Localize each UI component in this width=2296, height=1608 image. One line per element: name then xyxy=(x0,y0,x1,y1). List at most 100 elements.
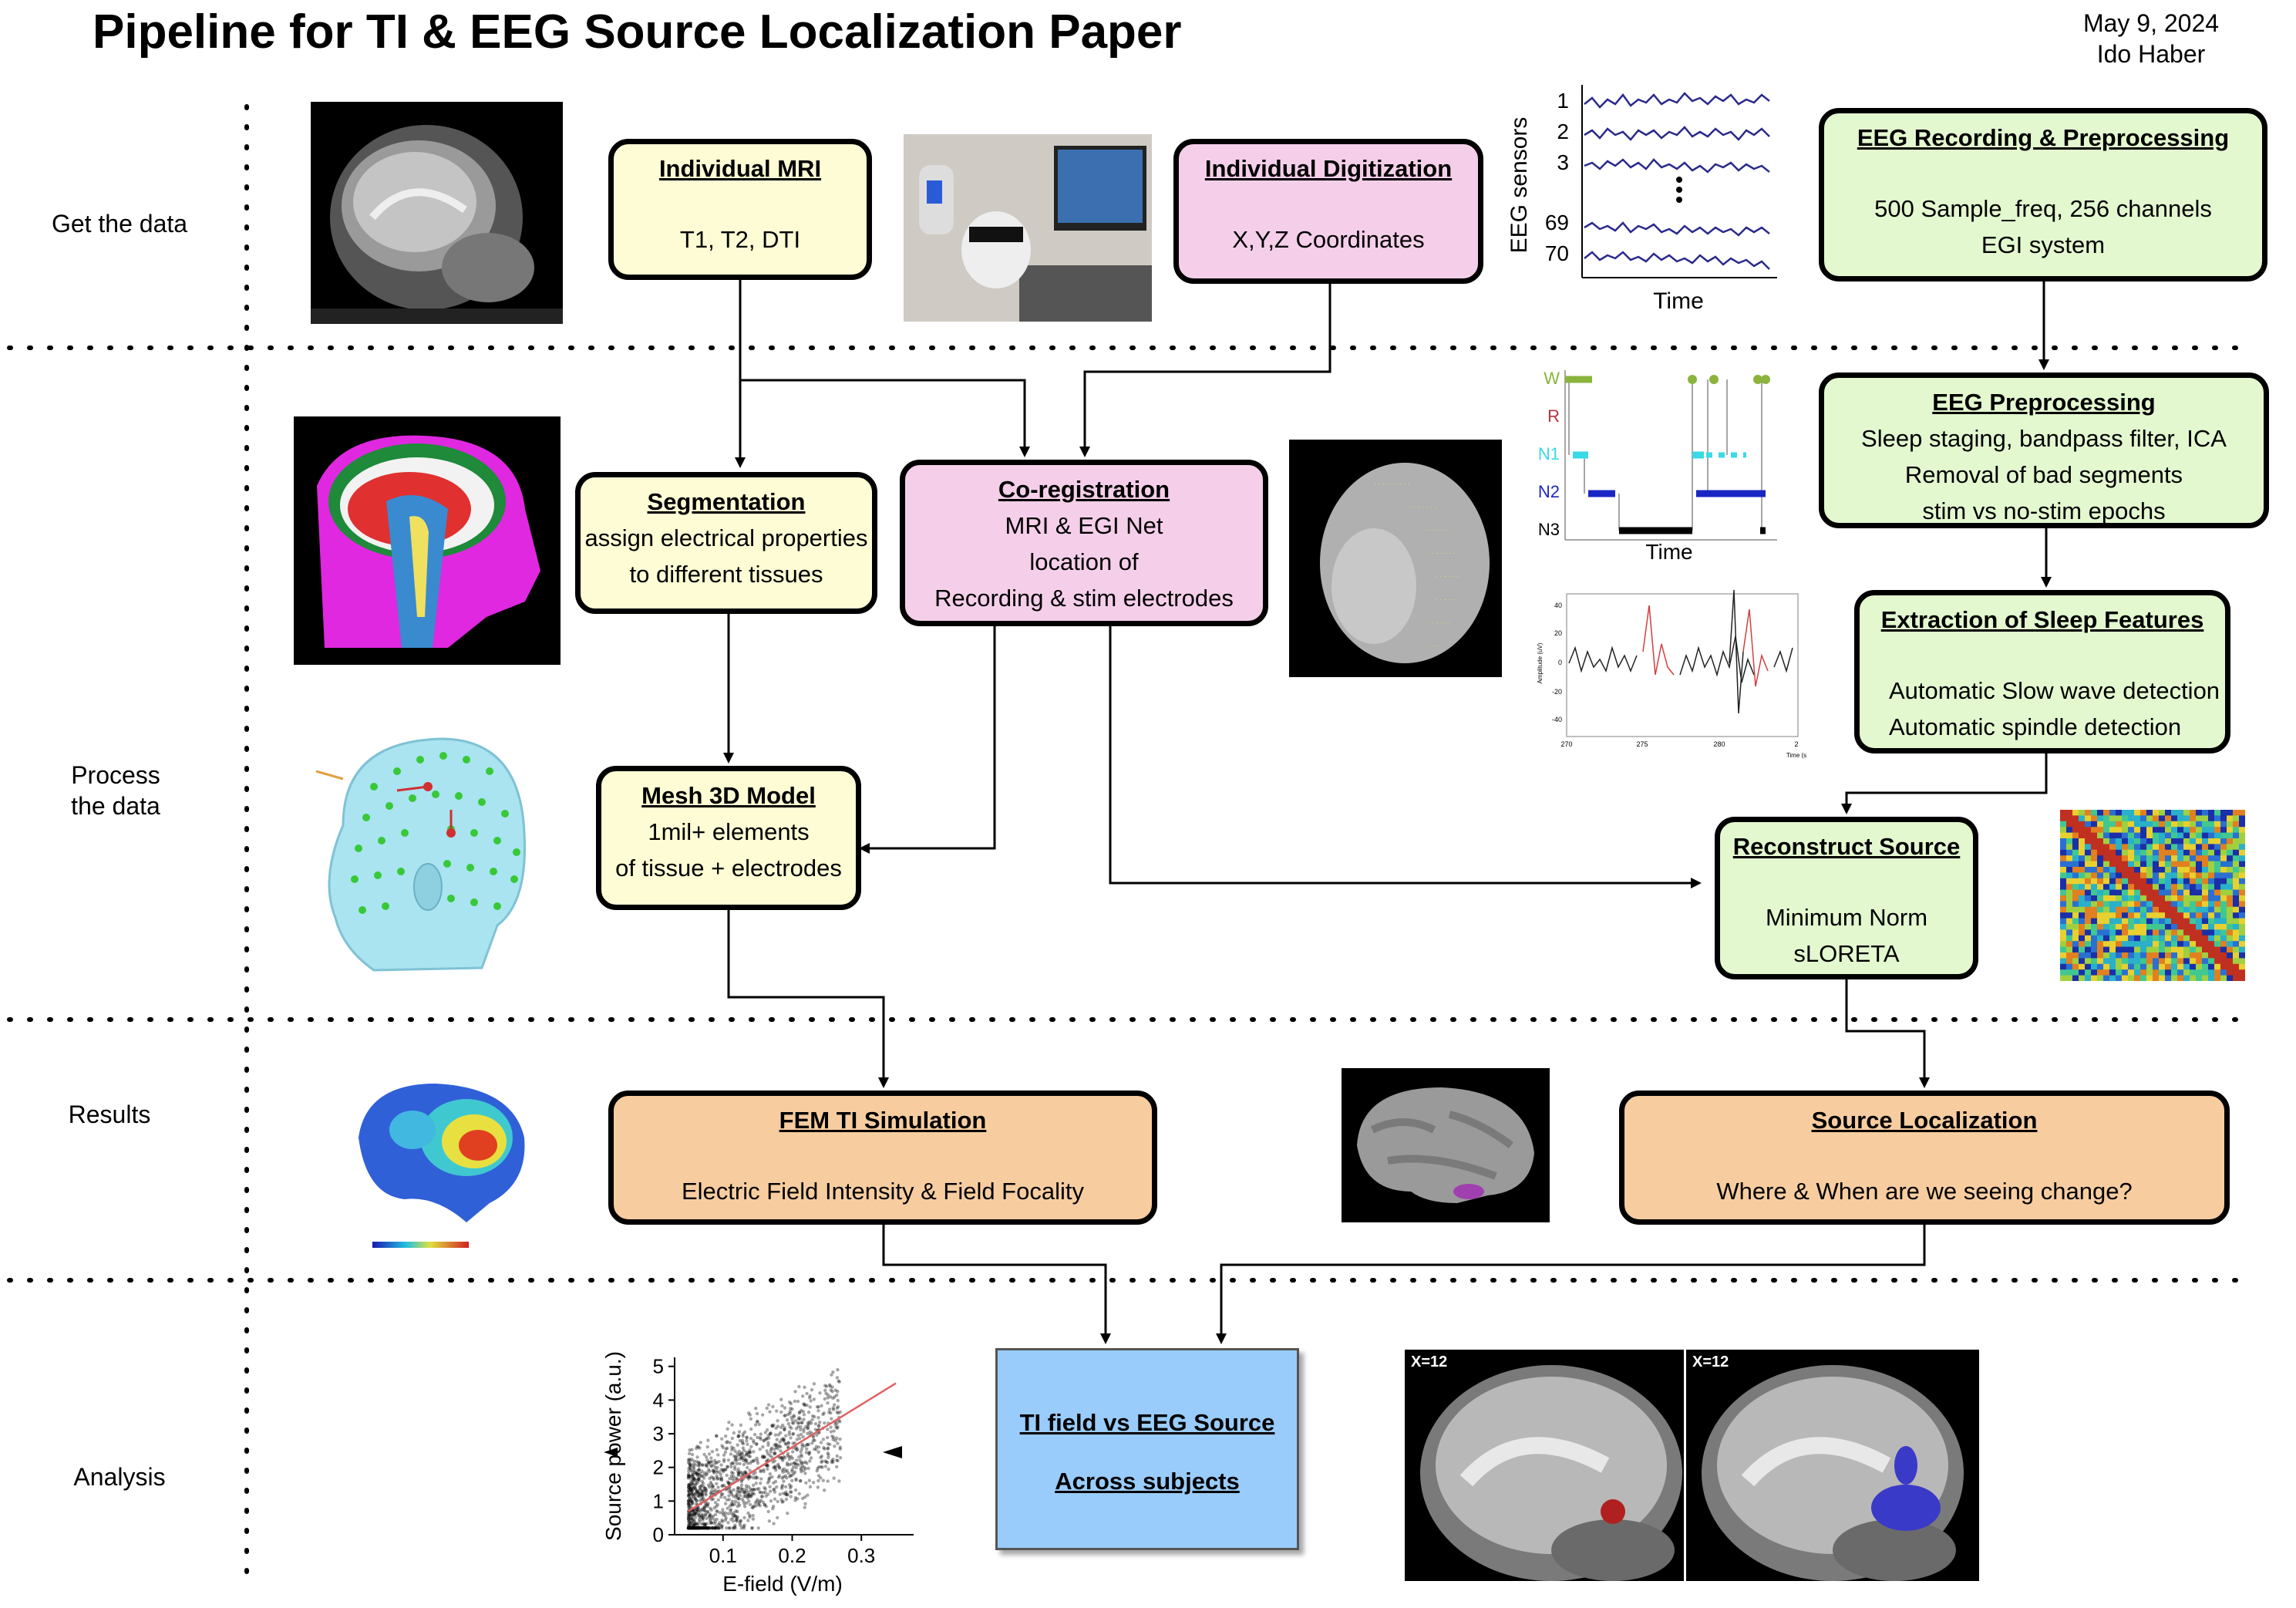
scatter-point xyxy=(836,1398,840,1403)
matrix-cell xyxy=(2140,855,2147,862)
matrix-cell xyxy=(2220,929,2227,936)
scatter-point xyxy=(740,1441,745,1445)
scatter-xtick-label: 0.2 xyxy=(778,1544,806,1567)
matrix-cell xyxy=(2165,924,2172,930)
scatter-point xyxy=(733,1523,737,1528)
scatter-point xyxy=(739,1480,744,1484)
scatter-point xyxy=(698,1485,702,1489)
matrix-cell xyxy=(2109,838,2116,844)
scatter-point xyxy=(737,1471,741,1475)
svg-text:0: 0 xyxy=(1558,659,1562,666)
matrix-cell xyxy=(2227,872,2234,879)
matrix-cell xyxy=(2214,918,2221,925)
matrix-cell xyxy=(2066,963,2073,970)
scatter-point xyxy=(803,1466,808,1471)
matrix-cell xyxy=(2109,849,2116,856)
scatter-point xyxy=(763,1502,766,1507)
matrix-cell xyxy=(2233,935,2240,942)
scatter-point xyxy=(799,1449,803,1454)
matrix-cell xyxy=(2190,884,2197,891)
matrix-cell xyxy=(2116,906,2123,913)
scatter-point xyxy=(827,1383,832,1387)
scatter-point xyxy=(773,1452,776,1456)
matrix-cell xyxy=(2103,861,2110,868)
matrix-cell xyxy=(2072,958,2079,965)
matrix-cell xyxy=(2140,946,2147,953)
scatter-point xyxy=(806,1493,810,1497)
scatter-point xyxy=(702,1486,706,1490)
scatter-point xyxy=(732,1525,737,1529)
matrix-cell xyxy=(2146,815,2153,822)
scatter-point xyxy=(692,1476,695,1480)
matrix-cell xyxy=(2227,941,2234,948)
scatter-point xyxy=(721,1512,725,1517)
scatter-point xyxy=(729,1492,734,1496)
matrix-cell xyxy=(2140,935,2147,942)
scatter-point xyxy=(754,1476,758,1480)
scatter-point xyxy=(692,1512,697,1515)
scatter-point xyxy=(719,1492,724,1497)
matrix-cell xyxy=(2239,872,2245,879)
matrix-cell xyxy=(2146,946,2153,953)
scatter-point xyxy=(749,1427,753,1431)
matrix-cell xyxy=(2183,895,2190,902)
scatter-point xyxy=(700,1526,704,1530)
scatter-point xyxy=(693,1526,698,1530)
scatter-point xyxy=(787,1458,792,1461)
scatter-point xyxy=(826,1446,830,1450)
scatter-point xyxy=(705,1526,709,1530)
scatter-point xyxy=(697,1492,701,1496)
matrix-cell xyxy=(2116,832,2123,839)
matrix-cell xyxy=(2171,901,2178,908)
matrix-cell xyxy=(2079,867,2086,873)
matrix-cell xyxy=(2159,935,2166,942)
matrix-cell xyxy=(2091,884,2098,891)
matrix-cell xyxy=(2208,832,2215,839)
scatter-point xyxy=(773,1465,778,1468)
matrix-cell xyxy=(2177,889,2184,896)
matrix-cell xyxy=(2103,975,2110,981)
scatter-point xyxy=(690,1526,694,1530)
scatter-point xyxy=(835,1376,840,1380)
scatter-point xyxy=(748,1487,752,1491)
matrix-cell xyxy=(2072,878,2079,885)
matrix-cell xyxy=(2146,878,2153,885)
scatter-point xyxy=(822,1488,826,1492)
scatter-point xyxy=(688,1526,692,1530)
scatter-point xyxy=(724,1447,728,1451)
scatter-point xyxy=(689,1517,693,1521)
matrix-cell xyxy=(2214,895,2221,902)
matrix-cell xyxy=(2085,969,2092,976)
matrix-cell xyxy=(2153,946,2160,953)
scatter-point xyxy=(695,1526,700,1530)
matrix-cell xyxy=(2079,810,2086,816)
scatter-point xyxy=(688,1497,692,1501)
matrix-cell xyxy=(2239,889,2245,896)
matrix-cell xyxy=(2202,832,2209,839)
matrix-cell xyxy=(2079,924,2086,930)
scatter-point xyxy=(708,1476,712,1481)
scatter-point xyxy=(727,1494,731,1498)
matrix-cell xyxy=(2227,827,2234,834)
scatter-point xyxy=(712,1477,715,1482)
scatter-point xyxy=(689,1498,693,1502)
matrix-cell xyxy=(2103,969,2110,976)
matrix-cell xyxy=(2097,821,2104,828)
matrix-cell xyxy=(2233,924,2240,930)
scatter-point xyxy=(726,1512,730,1515)
box-individual-mri-line1: T1, T2, DTI xyxy=(679,226,801,253)
matrix-cell xyxy=(2091,935,2098,942)
matrix-cell xyxy=(2122,912,2129,919)
scatter-point xyxy=(750,1492,754,1497)
scatter-point xyxy=(785,1418,789,1422)
matrix-cell xyxy=(2220,838,2227,844)
scatter-point xyxy=(712,1476,715,1480)
matrix-cell xyxy=(2146,935,2153,942)
scatter-point xyxy=(696,1477,700,1481)
scatter-point xyxy=(736,1488,740,1492)
matrix-cell xyxy=(2171,884,2178,891)
scatter-point xyxy=(793,1498,797,1502)
matrix-cell xyxy=(2183,924,2190,930)
scatter-point xyxy=(786,1441,790,1445)
box-sleep-features-line2: Automatic spindle detection xyxy=(1889,713,2182,740)
